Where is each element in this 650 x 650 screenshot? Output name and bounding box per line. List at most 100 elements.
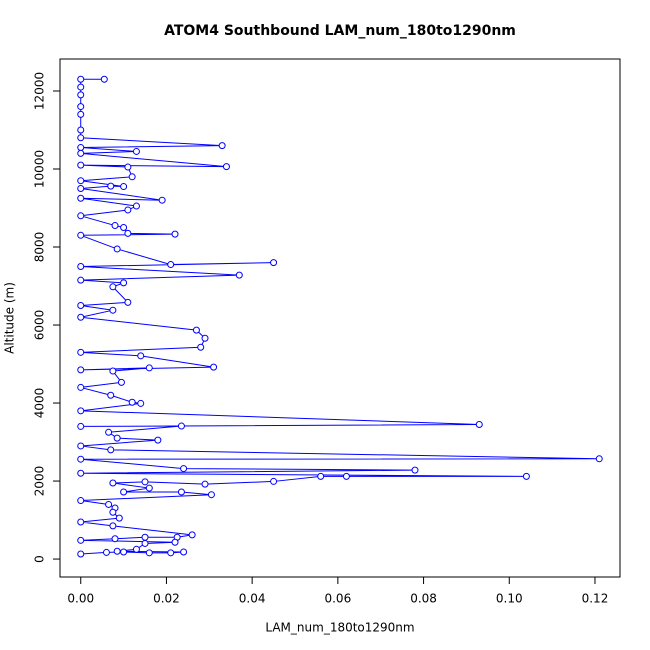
data-point <box>145 364 153 372</box>
data-point <box>145 549 153 557</box>
data-point <box>77 469 85 477</box>
data-point <box>128 173 136 181</box>
data-point <box>109 367 117 375</box>
data-point <box>411 466 419 474</box>
data-point <box>222 163 230 171</box>
data-point <box>77 366 85 374</box>
data-point <box>77 149 85 157</box>
y-tick-label: 6000 <box>33 310 47 341</box>
data-point <box>132 202 140 210</box>
x-tick-label: 0.04 <box>239 592 266 606</box>
plot-frame <box>59 58 621 578</box>
data-point <box>317 472 325 480</box>
data-point <box>77 110 85 118</box>
data-point <box>270 259 278 267</box>
data-point <box>124 163 132 171</box>
data-point <box>77 550 85 558</box>
data-point <box>141 533 149 541</box>
data-point <box>77 536 85 544</box>
data-point <box>77 263 85 271</box>
y-tick-label: 12000 <box>33 72 47 110</box>
x-tick-label: 0.08 <box>410 592 437 606</box>
data-point <box>154 436 162 444</box>
data-point <box>145 484 153 492</box>
data-point <box>141 478 149 486</box>
data-line <box>80 78 600 555</box>
data-point <box>77 161 85 169</box>
data-point <box>117 378 125 386</box>
data-point <box>180 548 188 556</box>
data-point <box>77 212 85 220</box>
data-point <box>109 283 117 291</box>
x-axis-title: LAM_num_180to1290nm <box>265 621 414 635</box>
y-axis-title: Altitude (m) <box>3 282 17 354</box>
data-point <box>120 224 128 232</box>
x-tick-label: 0.06 <box>324 592 351 606</box>
data-point <box>235 271 243 279</box>
x-tick-label: 0.10 <box>496 592 523 606</box>
data-point <box>77 518 85 526</box>
data-point <box>120 279 128 287</box>
data-point <box>113 434 121 442</box>
y-tick-label: 10000 <box>33 150 47 188</box>
data-point <box>77 144 85 152</box>
data-point <box>342 472 350 480</box>
data-point <box>77 313 85 321</box>
data-point <box>132 147 140 155</box>
data-point <box>192 326 200 334</box>
data-point <box>171 230 179 238</box>
data-point <box>124 229 132 237</box>
data-point <box>77 497 85 505</box>
data-point <box>77 91 85 99</box>
y-tick-label: 2000 <box>33 466 47 497</box>
data-point <box>77 134 85 142</box>
data-point <box>210 363 218 371</box>
data-point <box>141 539 149 547</box>
data-point <box>111 535 119 543</box>
data-point <box>77 231 85 239</box>
data-point <box>77 455 85 463</box>
data-point <box>77 302 85 310</box>
data-point <box>111 222 119 230</box>
data-point <box>124 298 132 306</box>
data-point <box>77 126 85 134</box>
data-point <box>218 142 226 150</box>
data-point <box>105 500 113 508</box>
x-tick-label: 0.12 <box>582 592 609 606</box>
data-point <box>171 538 179 546</box>
data-point <box>107 446 115 454</box>
data-point <box>113 547 121 555</box>
data-point <box>177 488 185 496</box>
data-point <box>132 545 140 553</box>
data-point <box>522 472 530 480</box>
data-point <box>120 548 128 556</box>
data-point <box>124 206 132 214</box>
x-tick-label: 0.02 <box>153 592 180 606</box>
y-tick-label: 8000 <box>33 232 47 263</box>
data-point <box>77 194 85 202</box>
data-point <box>167 549 175 557</box>
data-point <box>77 442 85 450</box>
chart-title: ATOM4 Southbound LAM_num_180to1290nm <box>164 23 516 39</box>
data-point <box>107 391 115 399</box>
data-point <box>167 261 175 269</box>
data-point <box>180 465 188 473</box>
data-point <box>188 531 196 539</box>
data-point <box>77 177 85 185</box>
data-point <box>137 399 145 407</box>
data-point <box>77 276 85 284</box>
data-point <box>120 488 128 496</box>
data-point <box>128 398 136 406</box>
data-point <box>201 480 209 488</box>
data-point <box>77 383 85 391</box>
data-point <box>158 196 166 204</box>
data-point <box>77 103 85 111</box>
data-point <box>177 422 185 430</box>
data-point <box>137 352 145 360</box>
data-point <box>113 245 121 253</box>
data-point <box>109 508 117 516</box>
data-point <box>105 428 113 436</box>
data-point <box>197 343 205 351</box>
data-point <box>120 183 128 191</box>
